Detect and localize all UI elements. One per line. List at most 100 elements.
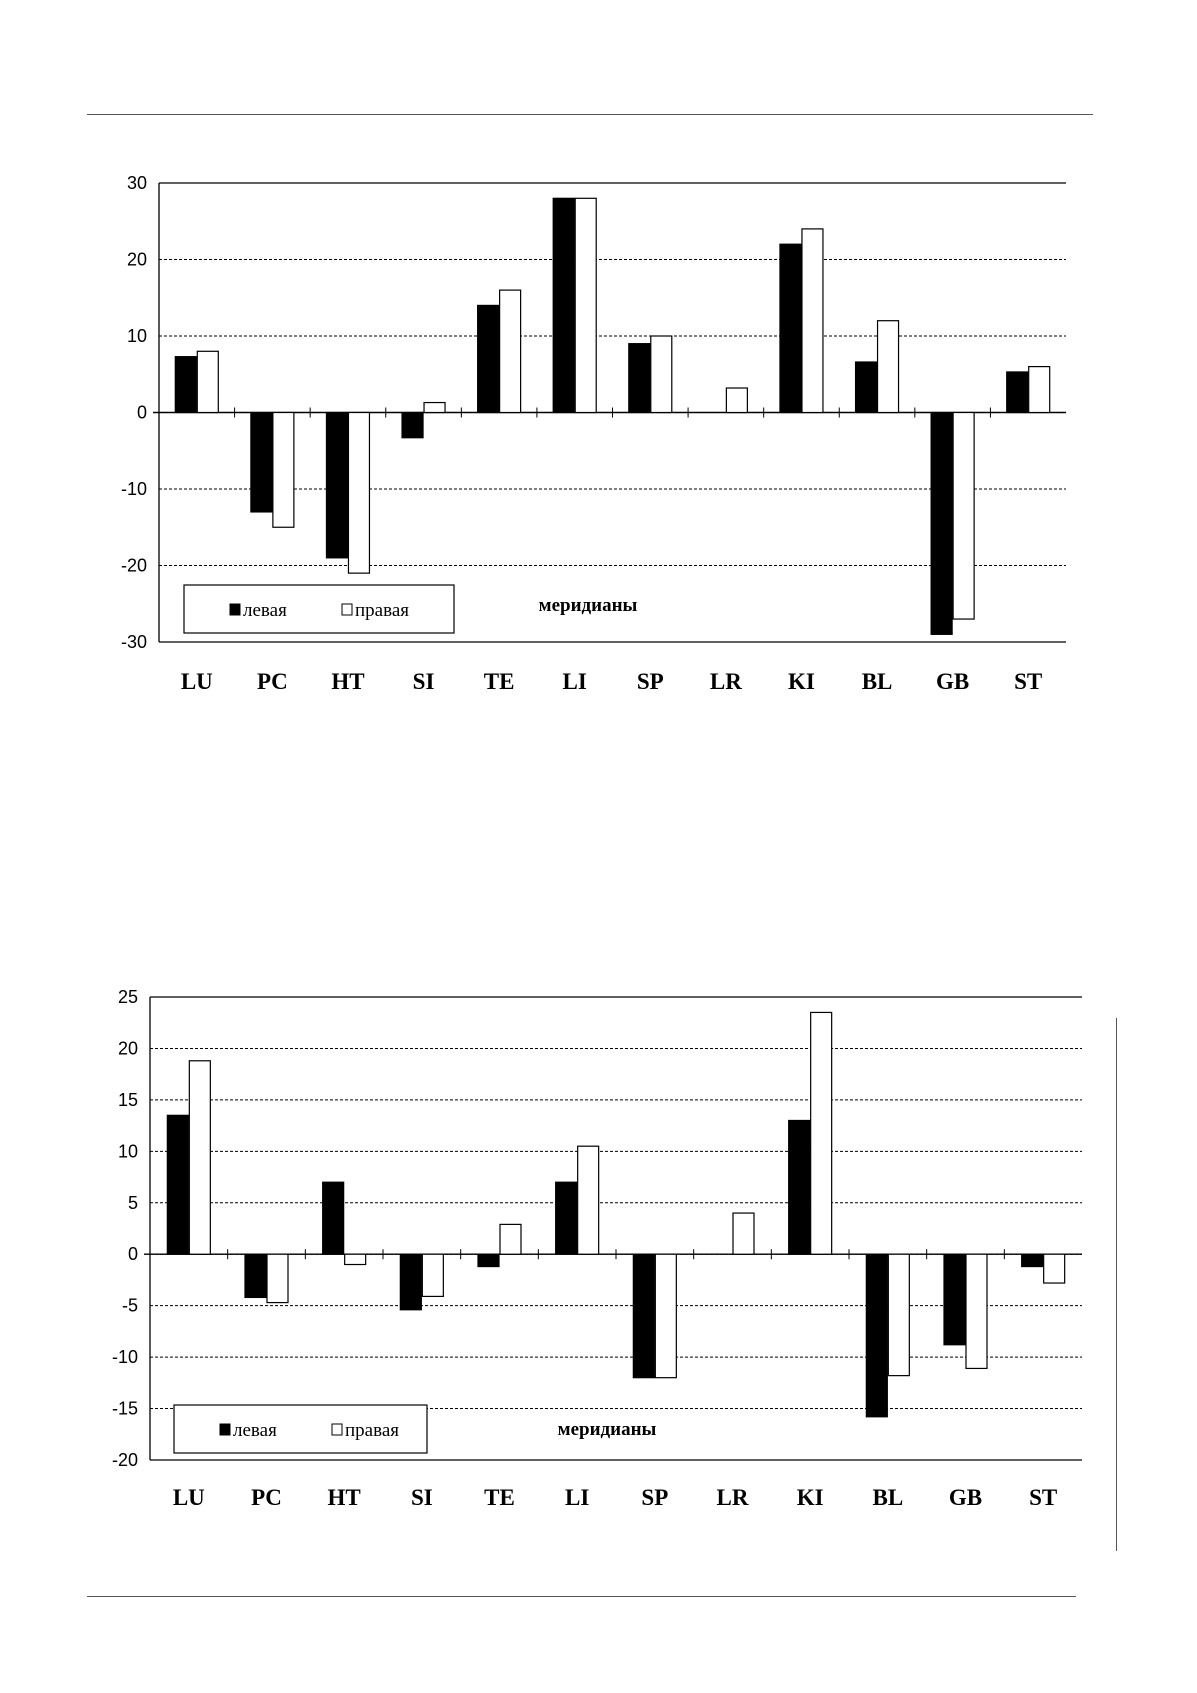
x-category-label: TE bbox=[484, 1485, 515, 1510]
x-axis-title: меридианы bbox=[539, 595, 638, 616]
x-category-label: SI bbox=[411, 1485, 433, 1510]
x-category-label: BL bbox=[872, 1485, 903, 1510]
margin-vertical-rule bbox=[1116, 1018, 1117, 1551]
x-category-label: LI bbox=[563, 669, 587, 694]
bar-right-pc bbox=[266, 1253, 289, 1304]
bar-left-st bbox=[1021, 1253, 1044, 1268]
y-tick-label: -5 bbox=[122, 1296, 138, 1316]
y-tick-label: 10 bbox=[127, 326, 147, 346]
bar-left-pc bbox=[250, 411, 273, 513]
y-tick-label: 5 bbox=[128, 1193, 138, 1213]
x-category-label: PC bbox=[251, 1485, 282, 1510]
y-tick-label: 0 bbox=[128, 1244, 138, 1264]
page-top-rule bbox=[87, 114, 1093, 115]
bar-left-ki bbox=[779, 243, 802, 414]
x-category-label: TE bbox=[484, 669, 515, 694]
y-tick-label: 15 bbox=[118, 1090, 138, 1110]
bar-right-lr bbox=[725, 387, 748, 414]
bar-right-te bbox=[499, 1223, 522, 1255]
bar-left-li bbox=[555, 1181, 578, 1255]
bar-left-lu bbox=[166, 1114, 189, 1255]
x-category-label: HT bbox=[331, 669, 364, 694]
bar-left-si bbox=[399, 1253, 422, 1311]
page-bottom-rule bbox=[87, 1596, 1076, 1597]
bar-left-bl bbox=[865, 1253, 888, 1418]
x-category-label: SP bbox=[641, 1485, 668, 1510]
bar-left-te bbox=[477, 304, 500, 414]
x-category-label: LU bbox=[173, 1485, 205, 1510]
x-category-label: KI bbox=[788, 669, 815, 694]
x-category-label: LR bbox=[710, 669, 742, 694]
x-category-label: HT bbox=[328, 1485, 361, 1510]
y-tick-label: -20 bbox=[112, 1450, 138, 1470]
x-category-label: GB bbox=[936, 669, 969, 694]
legend-label-right: правая bbox=[355, 600, 409, 621]
bar-right-gb bbox=[965, 1253, 988, 1370]
bar-left-pc bbox=[244, 1253, 267, 1299]
y-tick-label: 0 bbox=[137, 403, 147, 423]
bar-left-ki bbox=[788, 1119, 811, 1255]
legend-swatch-right bbox=[331, 1423, 343, 1436]
legend-label-left: левая bbox=[243, 600, 287, 621]
bar-left-bl bbox=[854, 361, 878, 414]
bar-right-pc bbox=[272, 411, 295, 528]
x-category-label: PC bbox=[257, 669, 288, 694]
y-tick-label: 20 bbox=[127, 250, 147, 270]
y-tick-label: -20 bbox=[121, 556, 147, 576]
bar-right-gb bbox=[952, 411, 975, 620]
y-tick-label: 30 bbox=[127, 173, 147, 193]
bar-right-li bbox=[577, 1145, 600, 1255]
bar-left-ht bbox=[322, 1181, 345, 1255]
x-category-label: BL bbox=[862, 669, 893, 694]
bar-right-ki bbox=[810, 1011, 833, 1255]
bar-left-lu bbox=[174, 356, 197, 414]
x-category-label: LU bbox=[181, 669, 213, 694]
bar-right-bl bbox=[876, 320, 900, 414]
bar-left-sp bbox=[628, 343, 651, 414]
bar-right-sp bbox=[654, 1253, 677, 1379]
y-tick-label: -10 bbox=[121, 479, 147, 499]
bar-left-st bbox=[1006, 371, 1029, 414]
bar-right-li bbox=[574, 197, 597, 414]
bar-left-ht bbox=[325, 411, 349, 559]
legend-swatch-right bbox=[341, 603, 353, 616]
y-tick-label: 20 bbox=[118, 1038, 138, 1058]
bar-right-lu bbox=[196, 350, 219, 414]
bar-left-li bbox=[552, 197, 575, 414]
bar-right-lu bbox=[188, 1060, 211, 1255]
y-tick-label: -10 bbox=[112, 1347, 138, 1367]
bar-right-bl bbox=[887, 1253, 910, 1377]
y-tick-label: 25 bbox=[118, 987, 138, 1007]
legend-box bbox=[173, 1404, 428, 1454]
y-tick-label: -30 bbox=[121, 632, 147, 652]
bar-right-si bbox=[421, 1253, 444, 1298]
bar-right-st bbox=[1028, 366, 1051, 414]
bar-right-si bbox=[423, 401, 446, 414]
bar-right-lr bbox=[732, 1212, 755, 1255]
bar-left-te bbox=[477, 1253, 500, 1268]
x-category-label: SI bbox=[413, 669, 435, 694]
legend-box bbox=[183, 584, 455, 634]
bar-left-gb bbox=[930, 411, 953, 635]
bar-right-ht bbox=[347, 411, 371, 574]
x-category-label: ST bbox=[1029, 1485, 1057, 1510]
x-axis-title: меридианы bbox=[558, 1419, 657, 1440]
bar-left-si bbox=[401, 411, 424, 439]
bar-right-st bbox=[1043, 1253, 1066, 1284]
chart-2: 25 20 15 10 5 0 -5 -10 -15 -20 LU PC HT SI TE LI SP LR KI B… bbox=[112, 987, 1082, 1510]
bar-right-te bbox=[499, 289, 522, 414]
y-tick-label: -15 bbox=[112, 1399, 138, 1419]
bar-left-gb bbox=[943, 1253, 966, 1346]
x-category-label: KI bbox=[797, 1485, 824, 1510]
y-tick-label: 10 bbox=[118, 1141, 138, 1161]
bar-right-ht bbox=[344, 1253, 367, 1266]
x-category-label: GB bbox=[949, 1485, 982, 1510]
x-category-label: SP bbox=[637, 669, 664, 694]
bar-right-sp bbox=[650, 335, 673, 414]
legend-label-left: левая bbox=[233, 1420, 277, 1441]
x-category-label: LR bbox=[717, 1485, 749, 1510]
chart-1: 30 20 10 0 -10 -20 -30 LU PC HT SI TE LI SP LR KI BL GB ST… bbox=[121, 173, 1066, 694]
bar-left-sp bbox=[632, 1253, 655, 1379]
legend-swatch-left bbox=[229, 603, 241, 616]
bar-right-ki bbox=[801, 228, 824, 414]
